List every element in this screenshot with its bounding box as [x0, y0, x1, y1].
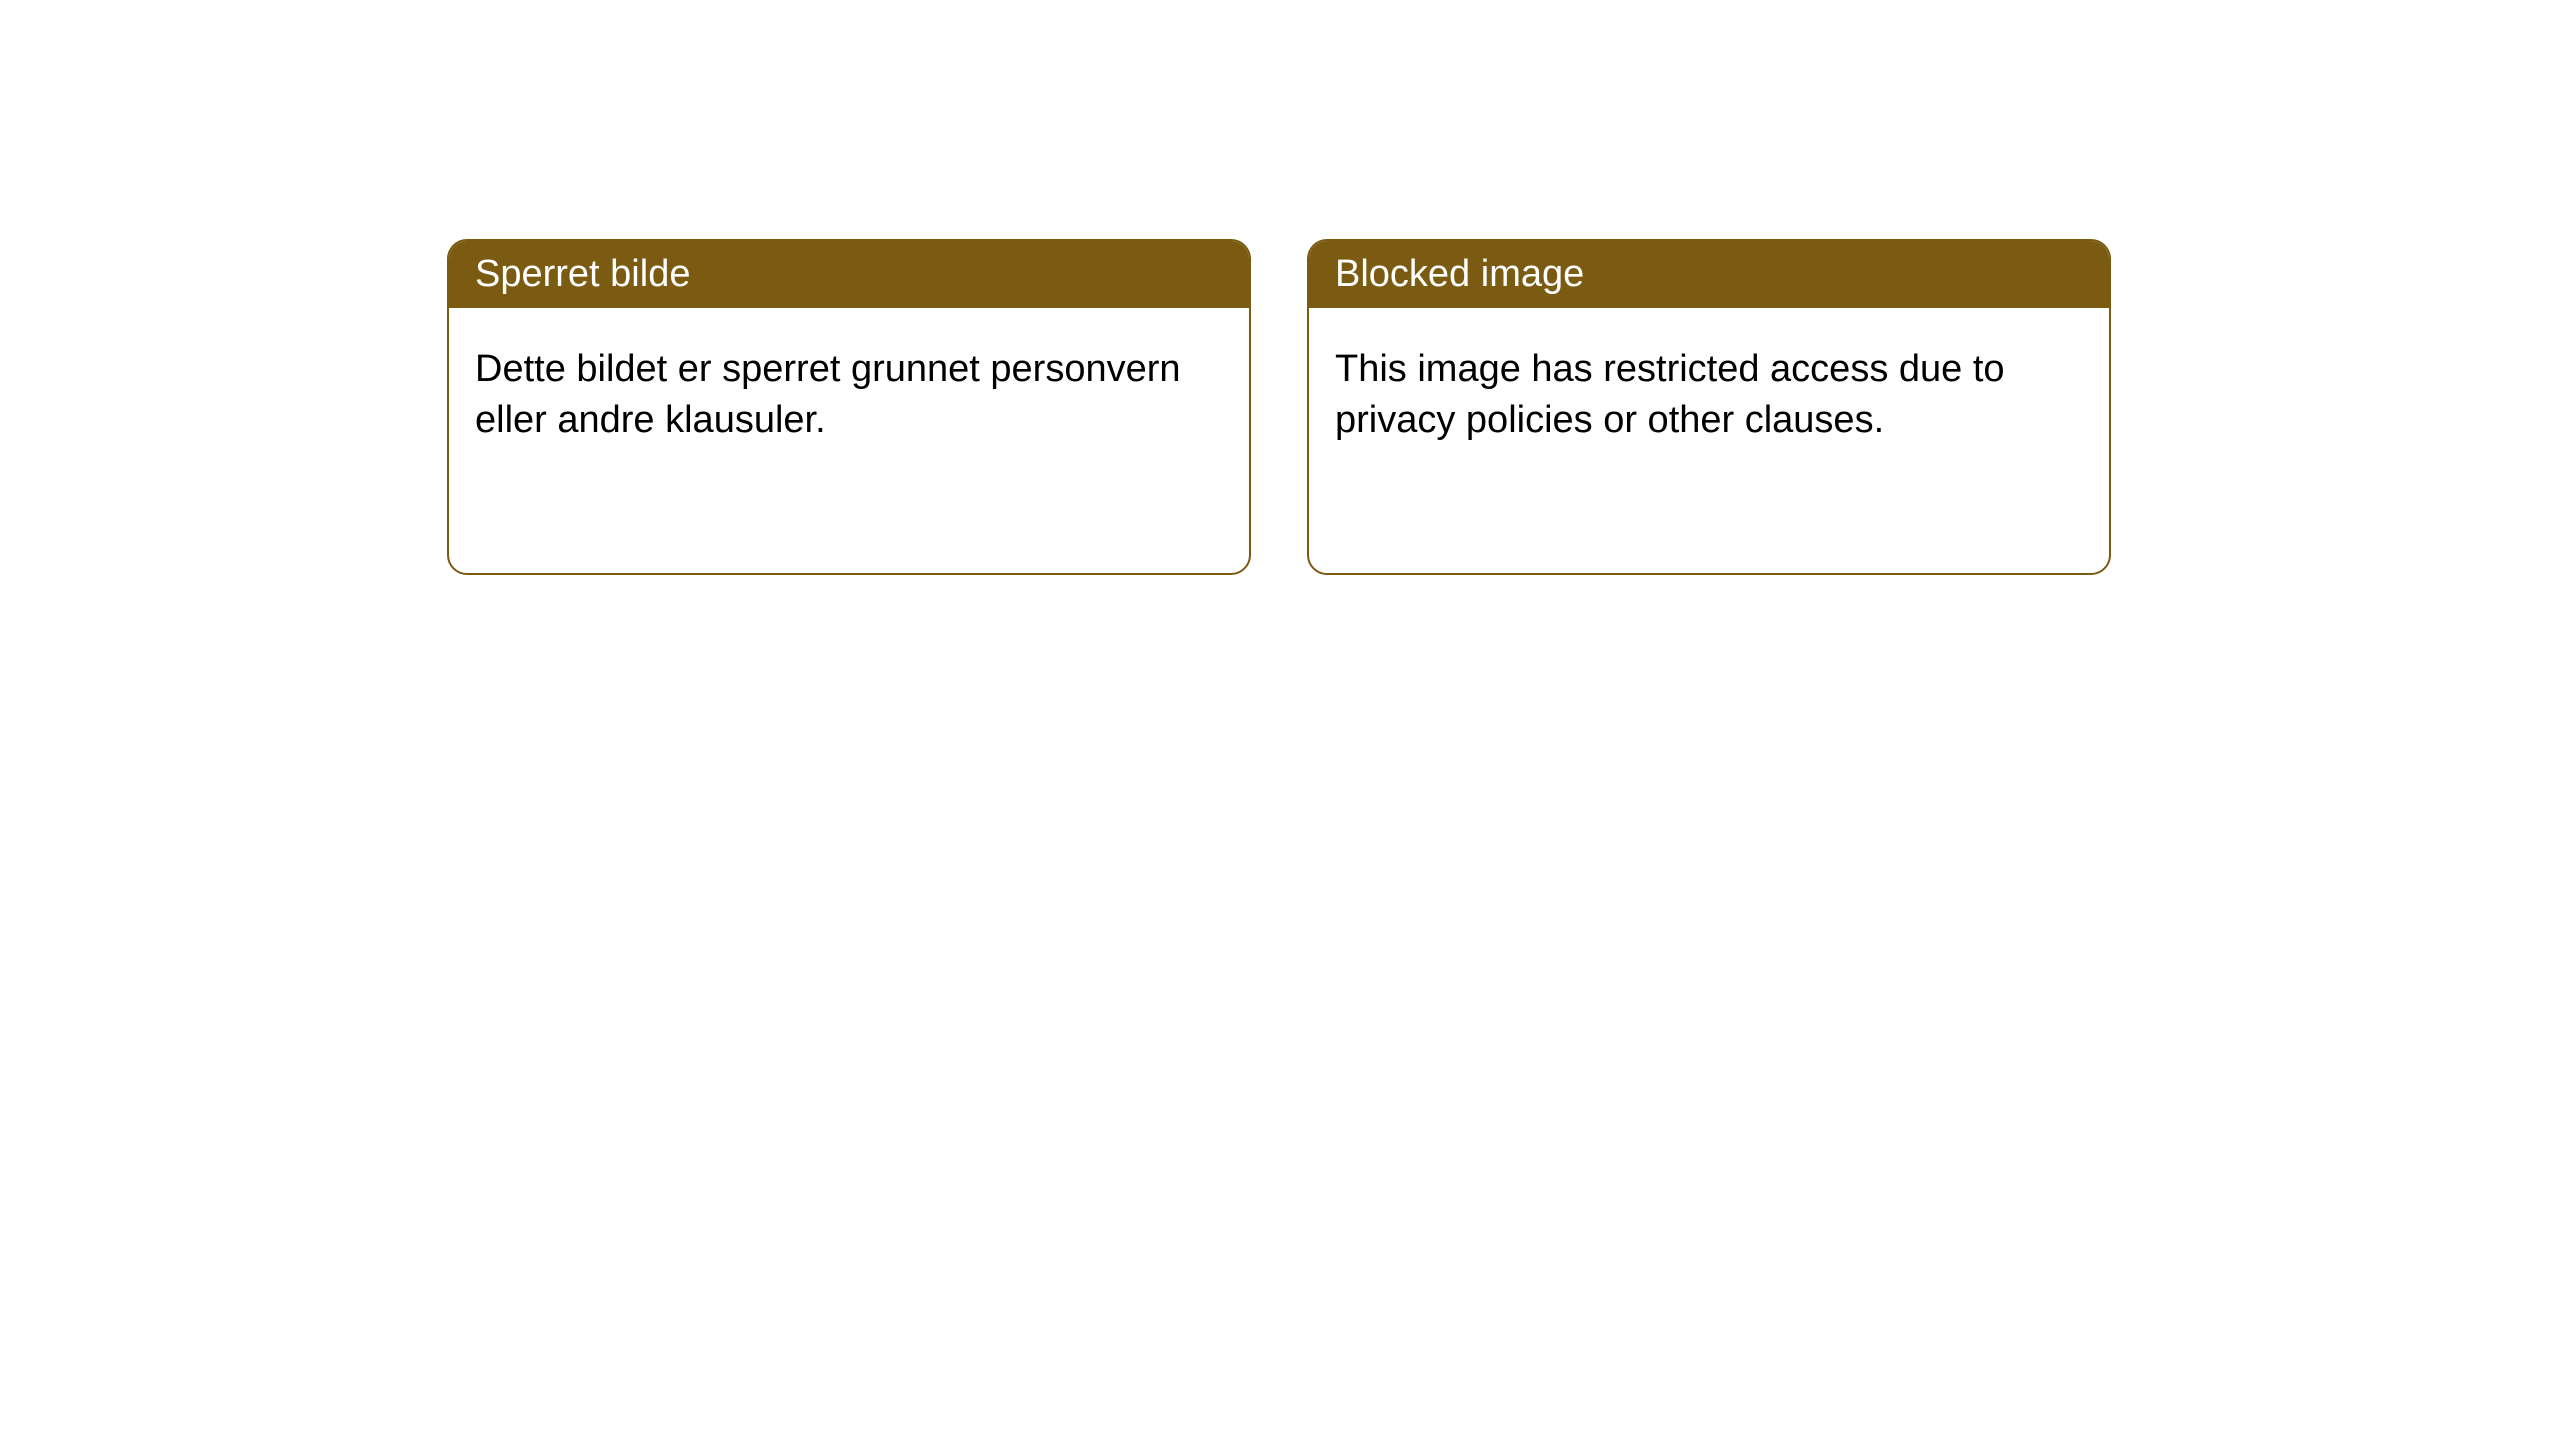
card-header: Sperret bilde — [449, 241, 1249, 308]
card-header: Blocked image — [1309, 241, 2109, 308]
card-body: This image has restricted access due to … — [1309, 308, 2109, 483]
card-body: Dette bildet er sperret grunnet personve… — [449, 308, 1249, 483]
card-title: Sperret bilde — [475, 253, 690, 295]
card-body-text: This image has restricted access due to … — [1335, 348, 2005, 441]
card-title: Blocked image — [1335, 253, 1584, 295]
blocked-image-card-no: Sperret bilde Dette bildet er sperret gr… — [447, 239, 1251, 575]
blocked-image-card-en: Blocked image This image has restricted … — [1307, 239, 2111, 575]
card-body-text: Dette bildet er sperret grunnet personve… — [475, 348, 1181, 441]
cards-container: Sperret bilde Dette bildet er sperret gr… — [0, 0, 2560, 575]
